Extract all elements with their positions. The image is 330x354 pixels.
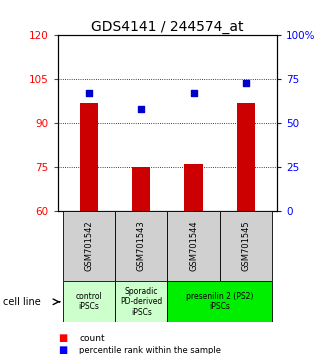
Title: GDS4141 / 244574_at: GDS4141 / 244574_at	[91, 21, 244, 34]
Point	[139, 106, 144, 112]
Text: control
iPSCs: control iPSCs	[76, 292, 103, 312]
Point	[86, 90, 92, 96]
Point	[191, 90, 196, 96]
Bar	[63, 211, 115, 281]
Text: Sporadic
PD-derived
iPSCs: Sporadic PD-derived iPSCs	[120, 287, 162, 317]
Bar	[132, 167, 150, 211]
Text: GSM701542: GSM701542	[84, 221, 94, 272]
Text: percentile rank within the sample: percentile rank within the sample	[79, 346, 221, 354]
Bar	[168, 211, 220, 281]
Bar	[220, 211, 272, 281]
Text: ■: ■	[58, 333, 67, 343]
Text: count: count	[79, 333, 105, 343]
Text: GSM701544: GSM701544	[189, 221, 198, 272]
Bar	[115, 281, 167, 322]
Point	[243, 80, 248, 86]
Text: ■: ■	[58, 346, 67, 354]
Text: GSM701543: GSM701543	[137, 221, 146, 272]
Text: cell line: cell line	[3, 297, 41, 307]
Bar	[63, 281, 115, 322]
Bar	[237, 103, 255, 211]
Bar	[80, 103, 98, 211]
Text: presenilin 2 (PS2)
iPSCs: presenilin 2 (PS2) iPSCs	[186, 292, 253, 312]
Bar	[168, 281, 272, 322]
Text: GSM701545: GSM701545	[241, 221, 250, 272]
Bar	[115, 211, 167, 281]
Bar	[184, 164, 203, 211]
